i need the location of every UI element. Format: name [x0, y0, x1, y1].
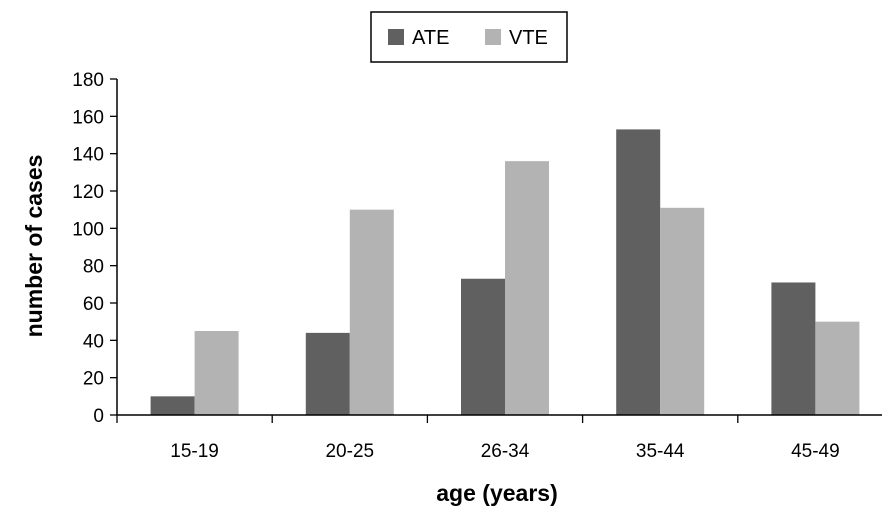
legend-swatch-vte	[485, 29, 501, 45]
bar-ate-20-25	[305, 332, 350, 415]
bar-ate-26-34	[461, 278, 505, 415]
legend-label-ate: ATE	[412, 27, 449, 49]
y-tick-label: 160	[72, 107, 104, 128]
x-axis-ticks: 15-19 20-25 26-34 35-44 45-49	[116, 415, 840, 462]
y-axis-ticks: 0 20 40 60 80 100 120 140 160 180	[72, 70, 117, 427]
y-tick-label: 80	[83, 257, 104, 278]
y-axis-title: number of cases	[21, 155, 47, 338]
bar-ate-15-19	[150, 396, 195, 415]
bar-ate-45-49	[771, 282, 816, 415]
y-tick-label: 60	[83, 294, 104, 315]
x-tick-label: 15-19	[170, 441, 219, 462]
bar-vte-20-25	[349, 209, 394, 415]
bar-vte-45-49	[815, 321, 860, 415]
bar-ate-35-44	[616, 129, 661, 415]
axes	[116, 79, 882, 416]
legend-label-vte: VTE	[509, 27, 548, 49]
x-tick-label: 45-49	[791, 441, 840, 462]
bar-vte-26-34	[505, 161, 549, 415]
y-tick-label: 20	[83, 369, 104, 390]
y-tick-label: 100	[72, 219, 104, 240]
x-tick-label: 20-25	[325, 441, 374, 462]
y-tick-label: 120	[72, 182, 104, 203]
y-tick-label: 140	[72, 145, 104, 166]
y-tick-label: 40	[83, 331, 104, 352]
y-tick-label: 0	[93, 406, 104, 427]
x-axis-title: age (years)	[436, 480, 557, 506]
legend-swatch-ate	[388, 29, 404, 45]
bar-vte-15-19	[194, 331, 239, 415]
y-tick-label: 180	[72, 70, 104, 91]
bars	[150, 129, 860, 415]
x-tick-label: 35-44	[636, 441, 685, 462]
bar-vte-35-44	[660, 207, 705, 415]
x-tick-label: 26-34	[481, 441, 530, 462]
legend: ATE VTE	[370, 11, 568, 63]
